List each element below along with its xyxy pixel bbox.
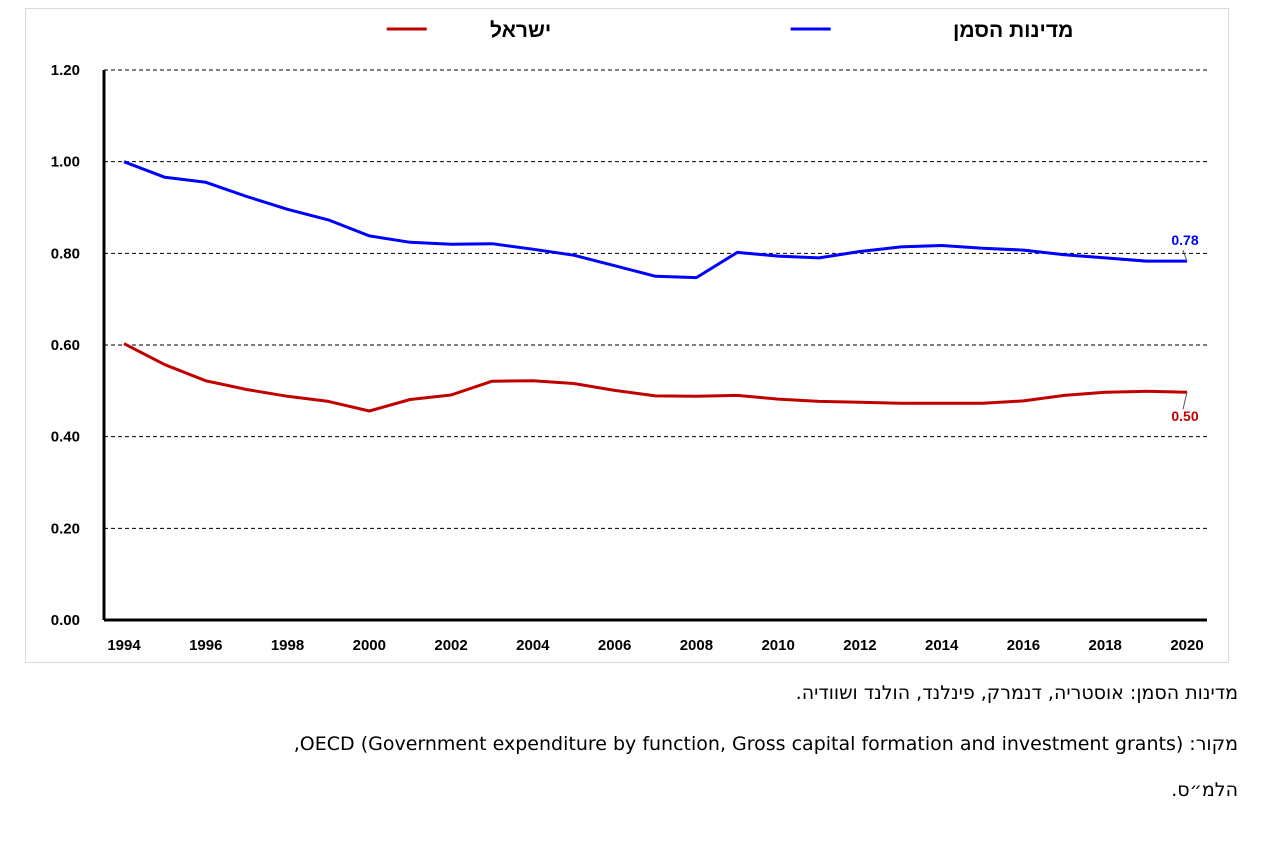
x-tick-label: 2018 (1089, 637, 1122, 654)
x-tick-label: 2010 (761, 637, 794, 654)
x-tick-label: 2008 (680, 637, 713, 654)
x-tick-label: 2004 (516, 637, 550, 654)
data-label-leader (1182, 249, 1188, 262)
legend: מדינות הסמן ישראל (386, 19, 1073, 42)
legend-label: מדינות הסמן (953, 19, 1073, 42)
grid-lines (104, 69, 1207, 529)
x-tick-labels: 1994 1996 1998 2000 2002 2004 2006 2008 2010 2012… (107, 637, 1203, 654)
series-line-1 (123, 160, 1187, 280)
series-lines (123, 160, 1188, 413)
note-source: מקור: OECD (Government expenditure by fu… (293, 733, 1238, 755)
x-tick-label: 1998 (271, 637, 304, 654)
chart-frame (25, 8, 1229, 663)
y-tick-label: 1.00 (51, 154, 80, 171)
x-tick-label: 2000 (353, 637, 386, 654)
x-tick-label: 2020 (1170, 637, 1203, 654)
x-tick-label: 2014 (925, 637, 959, 654)
x-tick-label: 2002 (434, 637, 467, 654)
y-tick-label: 0.00 (51, 612, 80, 629)
data-labels: 0.78 0.50 (1171, 232, 1198, 424)
x-tick-label: 1996 (189, 637, 222, 654)
data-label: 0.50 (1171, 408, 1198, 424)
x-tick-label: 2012 (843, 637, 876, 654)
legend-label: ישראל (490, 19, 551, 42)
data-label-leader (1182, 392, 1188, 410)
y-tick-labels: 0.00 0.20 0.40 0.60 0.80 1.00 1.20 (51, 62, 80, 629)
x-tick-label: 2016 (1007, 637, 1040, 654)
note-source-cont: הלמ״ס. (1171, 779, 1238, 801)
note-countries: מדינות הסמן: אוסטריה, דנמרק, פינלנד, הול… (795, 682, 1238, 704)
y-tick-label: 0.60 (51, 337, 80, 354)
y-tick-label: 1.20 (51, 62, 80, 79)
data-label: 0.78 (1171, 232, 1198, 248)
y-tick-label: 0.40 (51, 429, 80, 446)
x-tick-label: 1994 (107, 637, 141, 654)
line-chart: 0.000.200.400.600.801.001.20 1994 1996 199… (51, 19, 1207, 654)
axes (102, 70, 1207, 622)
x-tick-label: 2006 (598, 637, 631, 654)
y-tick-label: 0.20 (51, 520, 80, 537)
series-line-2 (123, 342, 1188, 413)
y-tick-label: 0.80 (51, 245, 80, 262)
